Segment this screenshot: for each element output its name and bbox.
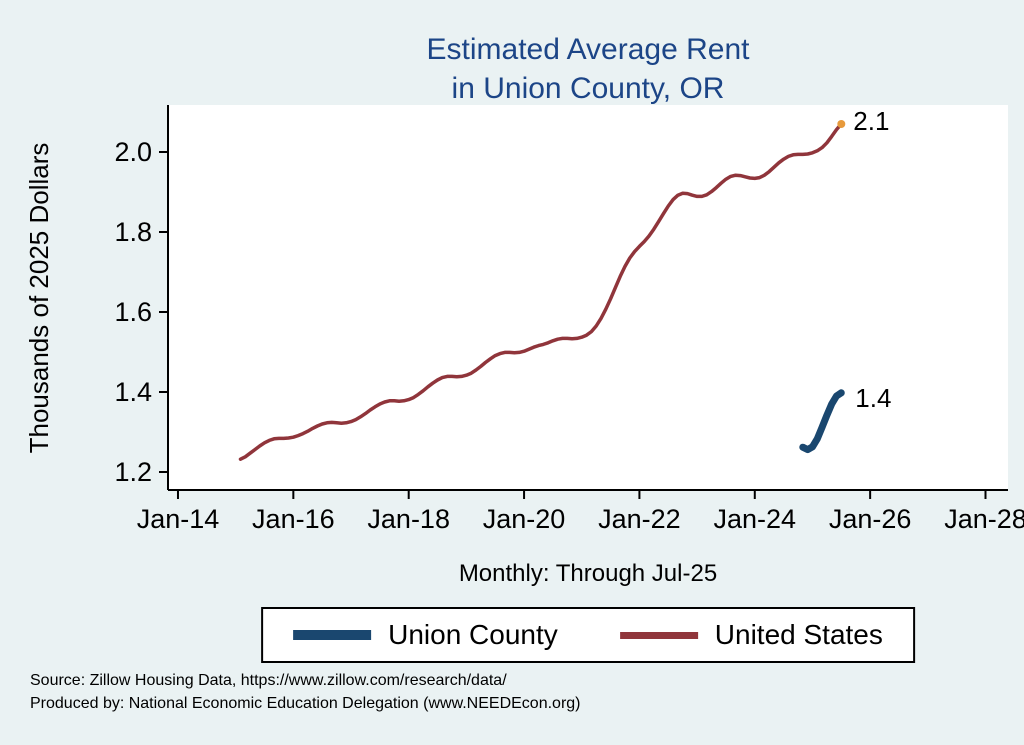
y-tick-label: 2.0 <box>114 137 152 167</box>
x-tick-label: Jan-16 <box>252 504 335 534</box>
series-end-marker <box>837 120 846 128</box>
legend-label-united-states: United States <box>714 619 883 650</box>
y-tick-label: 1.6 <box>114 297 152 327</box>
series-line-united-states <box>238 122 844 461</box>
source-notes: Source: Zillow Housing Data, https://www… <box>30 669 581 715</box>
chart-title-line2: in Union County, OR <box>451 72 725 105</box>
legend-item-union-county: Union County <box>293 619 558 651</box>
x-tick-label: Jan-14 <box>137 504 220 534</box>
x-tick-label: Jan-28 <box>944 504 1024 534</box>
x-tick-label: Jan-22 <box>598 504 681 534</box>
chart-title: Estimated Average Rent in Union County, … <box>427 30 750 108</box>
chart-plot-area: 1.2 1.4 1.6 1.8 2.0 Jan-14 Jan-16 Jan-18 Jan-20 J… <box>114 105 1024 534</box>
y-tick-label: 1.8 <box>114 217 152 247</box>
legend-item-united-states: United States <box>619 619 883 651</box>
series-line-union-county <box>799 389 845 454</box>
legend: Union County United States <box>261 607 915 663</box>
x-tick-label: Jan-26 <box>829 504 912 534</box>
series-end-label: 2.1 <box>853 106 889 136</box>
x-tick-label: Jan-20 <box>483 504 566 534</box>
legend-label-union-county: Union County <box>388 619 558 650</box>
source-note-line2: Produced by: National Economic Education… <box>30 695 581 713</box>
legend-swatch-union-county <box>293 630 372 640</box>
plot-background <box>168 105 1008 490</box>
legend-swatch-united-states <box>619 631 698 639</box>
x-axis-note: Monthly: Through Jul-25 <box>458 560 718 587</box>
y-tick-label: 1.2 <box>114 457 152 487</box>
chart-title-line1: Estimated Average Rent <box>426 33 750 66</box>
source-note-line1: Source: Zillow Housing Data, https://www… <box>30 672 507 689</box>
x-tick-label: Jan-18 <box>367 504 450 534</box>
series-end-label: 1.4 <box>855 383 891 413</box>
x-tick-label: Jan-24 <box>714 504 797 534</box>
y-tick-label: 1.4 <box>114 377 152 407</box>
